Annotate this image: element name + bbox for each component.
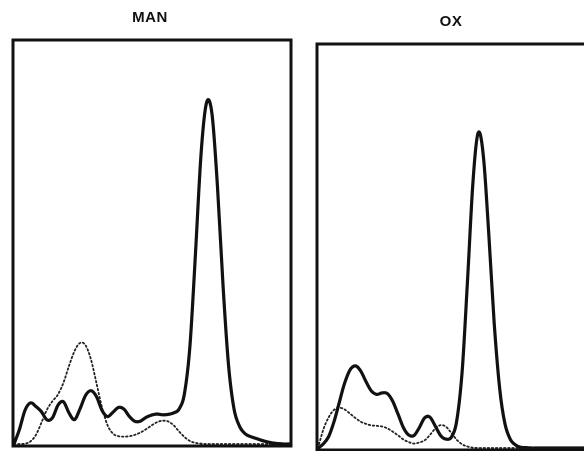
ox-chart-title: OX	[440, 13, 463, 30]
man-chart-panel: MAN	[11, 9, 293, 448]
man-series-layer	[12, 98, 291, 446]
ox-solid-curve	[316, 130, 584, 450]
ox-dotted-curve	[317, 406, 584, 449]
man-chart-frame	[11, 38, 293, 448]
man-dotted-curve	[13, 341, 290, 445]
man-solid-curve	[12, 98, 291, 446]
ox-chart-panel: OX	[315, 13, 584, 451]
ox-chart-frame	[315, 42, 584, 451]
man-chart-title: MAN	[132, 9, 168, 26]
ox-series-layer	[316, 130, 584, 450]
